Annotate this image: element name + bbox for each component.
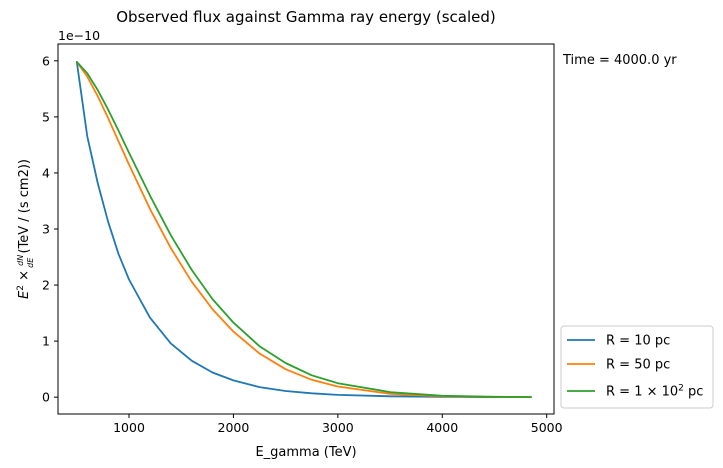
y-axis-ticks: 0 1 2 3 4 5 6 xyxy=(42,53,58,405)
x-tick-label: 4000 xyxy=(426,420,458,435)
y-tick-label: 5 xyxy=(42,109,50,124)
series-line-3 xyxy=(75,61,532,398)
y-tick-label: 6 xyxy=(42,53,50,68)
y-tick-label: 3 xyxy=(42,222,50,237)
chart-title: Observed flux against Gamma ray energy (… xyxy=(116,8,496,26)
y-tick-label: 2 xyxy=(42,278,50,293)
legend-entries: R = 10 pc R = 50 pc R = 1 × 102 pc xyxy=(567,334,703,400)
series-layer xyxy=(75,61,532,399)
x-axis-ticks: 1000 2000 3000 4000 5000 xyxy=(113,414,563,435)
y-label-times: × xyxy=(17,266,32,285)
legend-label-2: R = 50 pc xyxy=(606,358,670,373)
legend: R = 10 pc R = 50 pc R = 1 × 102 pc xyxy=(560,325,714,409)
legend-label-1: R = 10 pc xyxy=(606,334,670,349)
y-label-exponent: 2 xyxy=(16,285,26,291)
side-annotation: Time = 4000.0 yr xyxy=(562,53,677,68)
y-offset-text: 1e−10 xyxy=(58,28,100,43)
y-label-e: E xyxy=(17,290,32,299)
y-label-unit: (TeV / (s cm2)) xyxy=(17,159,32,258)
series-line-1 xyxy=(75,61,532,399)
series-line-2 xyxy=(75,61,532,399)
y-label-frac-den: dE xyxy=(26,257,35,268)
y-tick-label: 0 xyxy=(42,390,50,405)
x-axis-label: E_gamma (TeV) xyxy=(255,445,356,460)
x-tick-label: 1000 xyxy=(113,420,145,435)
y-tick-label: 4 xyxy=(42,165,50,180)
x-tick-label: 3000 xyxy=(322,420,354,435)
x-tick-label: 5000 xyxy=(531,420,563,435)
y-axis-label: E2 × dNdE (TeV / (s cm2)) xyxy=(16,159,35,299)
y-label-frac-num: dN xyxy=(16,255,25,266)
legend-label-3: R = 1 × 102 pc xyxy=(606,384,703,400)
plot-frame xyxy=(57,43,555,415)
y-tick-label: 1 xyxy=(42,334,50,349)
plot-area xyxy=(58,44,554,414)
x-tick-label: 2000 xyxy=(218,420,250,435)
legend-box xyxy=(560,325,714,409)
